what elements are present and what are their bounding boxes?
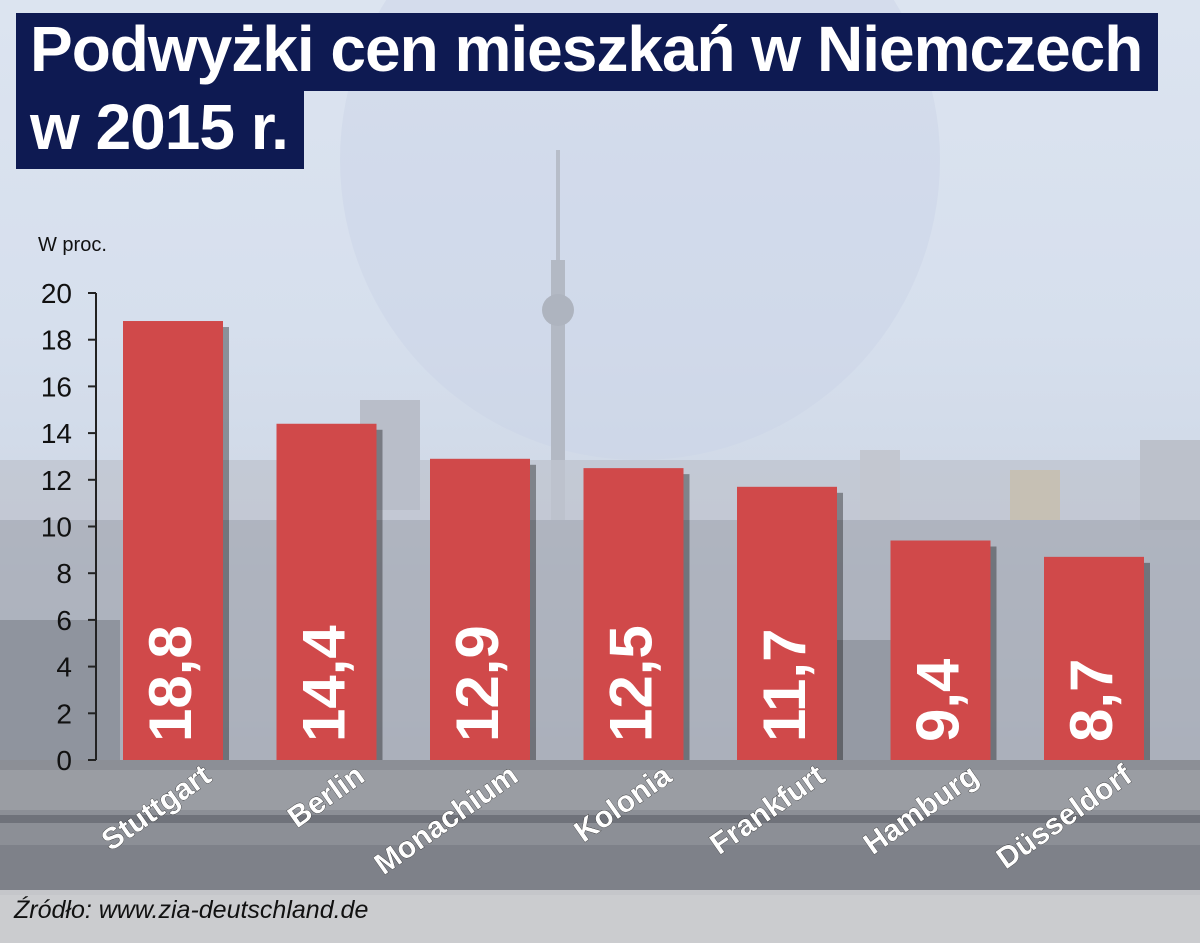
y-tick-label: 0 — [56, 745, 72, 776]
bar-value-label: 14,4 — [291, 625, 358, 742]
bar-value-label: 18,8 — [137, 625, 204, 742]
y-tick-label: 18 — [41, 325, 72, 356]
x-category-label: Düsseldorf — [991, 758, 1139, 875]
bar-value-label: 8,7 — [1058, 659, 1125, 742]
title-line-1: Podwyżki cen mieszkań w Niemczech — [16, 13, 1159, 91]
y-tick-label: 20 — [41, 278, 72, 309]
bar-stuttgart — [123, 321, 223, 760]
y-axis-label: W proc. — [38, 234, 107, 256]
bar-hamburg — [890, 540, 991, 760]
bar-berlin — [276, 423, 377, 760]
bar-value-label: 9,4 — [905, 658, 972, 742]
title-line-2: w 2015 r. — [16, 91, 304, 169]
bar-value-label: 11,7 — [751, 629, 818, 742]
bar-value-label: 12,5 — [598, 625, 665, 742]
bar-frankfurt — [737, 486, 837, 760]
x-category-label: Monachium — [369, 759, 524, 882]
y-tick-label: 10 — [41, 512, 72, 543]
y-tick-label: 8 — [56, 558, 72, 589]
bar-monachium — [430, 458, 530, 760]
y-tick-label: 14 — [41, 418, 72, 449]
x-category-label: Berlin — [282, 759, 371, 835]
x-category-label: Frankfurt — [704, 759, 831, 862]
y-tick-label: 2 — [56, 698, 72, 729]
y-tick-label: 16 — [41, 371, 72, 402]
y-tick-label: 4 — [56, 652, 72, 683]
x-category-label: Kolonia — [568, 759, 677, 849]
bar-kolonia — [583, 468, 684, 760]
bar-düsseldorf — [1044, 556, 1144, 760]
y-tick-label: 6 — [56, 605, 72, 636]
x-category-label: Hamburg — [858, 759, 985, 862]
chart-title: Podwyżki cen mieszkań w Niemczech w 2015… — [16, 13, 1159, 169]
bar-value-label: 12,9 — [444, 625, 511, 742]
source-note: Źródło: www.zia-deutschland.de — [14, 896, 369, 924]
x-category-label: Stuttgart — [96, 759, 217, 858]
y-tick-label: 12 — [41, 465, 72, 496]
